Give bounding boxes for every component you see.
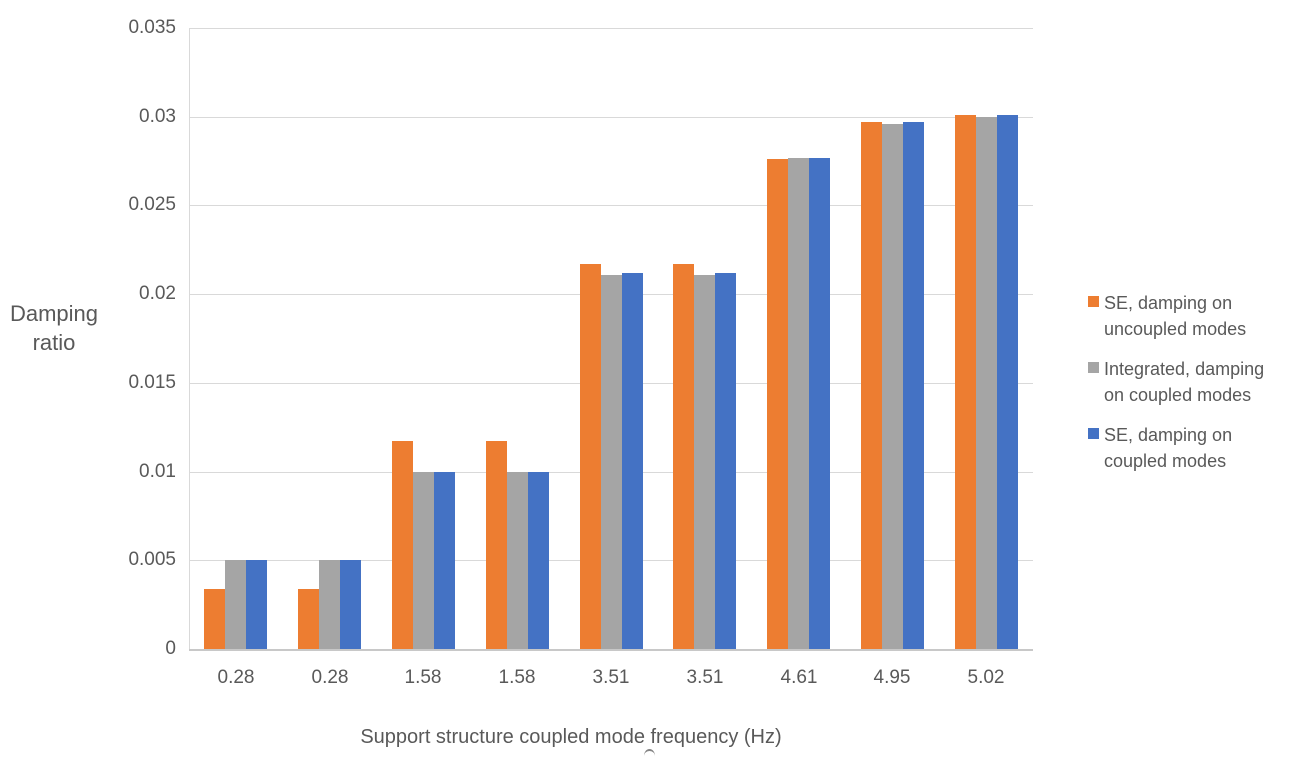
bar-0.28-series-0: [298, 589, 319, 649]
legend-item: Integrated, damping on coupled modes: [1088, 356, 1293, 408]
x-axis-line: [189, 649, 1033, 651]
bar-4.61-series-2: [809, 158, 830, 649]
bar-1.58-series-1: [413, 472, 434, 649]
gridline: [189, 117, 1033, 118]
y-tick-label: 0.02: [139, 283, 176, 304]
y-tick-label: 0.03: [139, 106, 176, 127]
bar-3.51-series-1: [601, 275, 622, 649]
y-tick-label: 0: [165, 638, 176, 659]
bar-5.02-series-2: [997, 115, 1018, 649]
legend-swatch-icon: [1088, 428, 1099, 439]
bar-5.02-series-1: [976, 117, 997, 649]
y-axis-title: Damping ratio: [9, 301, 99, 355]
bar-4.61-series-0: [767, 159, 788, 649]
x-tick-label: 4.95: [873, 667, 911, 688]
gridline: [189, 205, 1033, 206]
x-tick-label: 1.58: [404, 667, 442, 688]
legend-item: SE, damping on coupled modes: [1088, 422, 1293, 474]
bar-5.02-series-0: [955, 115, 976, 649]
y-tick-label: 0.005: [128, 549, 176, 570]
bar-0.28-series-1: [319, 560, 340, 649]
x-axis-title: Support structure coupled mode frequency…: [360, 726, 782, 748]
bar-0.28-series-2: [340, 560, 361, 649]
chart-legend: SE, damping on uncoupled modes Integrated,…: [1088, 290, 1293, 488]
bar-0.28-series-1: [225, 560, 246, 649]
gridline: [189, 28, 1033, 29]
bar-1.58-series-1: [507, 472, 528, 649]
legend-item: SE, damping on uncoupled modes: [1088, 290, 1293, 342]
bar-1.58-series-0: [486, 441, 507, 649]
bar-3.51-series-0: [580, 264, 601, 649]
legend-swatch-icon: [1088, 296, 1099, 307]
bar-3.51-series-1: [694, 275, 715, 649]
bar-4.95-series-1: [882, 124, 903, 649]
bar-0.28-series-0: [204, 589, 225, 649]
bar-3.51-series-0: [673, 264, 694, 649]
bar-3.51-series-2: [622, 273, 643, 649]
bar-1.58-series-2: [434, 472, 455, 649]
legend-label: Integrated, damping on coupled modes: [1104, 359, 1265, 405]
bar-4.61-series-1: [788, 158, 809, 649]
y-tick-label: 0.025: [128, 194, 176, 215]
legend-label: SE, damping on coupled modes: [1104, 425, 1233, 471]
bar-1.58-series-2: [528, 472, 549, 649]
x-tick-label: 3.51: [592, 667, 630, 688]
cropped-text-fragment: [644, 749, 655, 756]
x-tick-label: 1.58: [498, 667, 536, 688]
y-tick-label: 0.01: [139, 461, 176, 482]
x-tick-label: 3.51: [686, 667, 724, 688]
bar-3.51-series-2: [715, 273, 736, 649]
bar-4.95-series-2: [903, 122, 924, 649]
y-axis-line: [189, 28, 190, 649]
x-tick-label: 0.28: [311, 667, 349, 688]
x-tick-label: 0.28: [217, 667, 255, 688]
bar-1.58-series-0: [392, 441, 413, 649]
legend-swatch-icon: [1088, 362, 1099, 373]
y-tick-label: 0.035: [128, 17, 176, 38]
x-tick-label: 5.02: [967, 667, 1005, 688]
bar-0.28-series-2: [246, 560, 267, 649]
x-tick-label: 4.61: [780, 667, 818, 688]
bar-4.95-series-0: [861, 122, 882, 649]
y-tick-label: 0.015: [128, 372, 176, 393]
legend-label: SE, damping on uncoupled modes: [1104, 293, 1247, 339]
